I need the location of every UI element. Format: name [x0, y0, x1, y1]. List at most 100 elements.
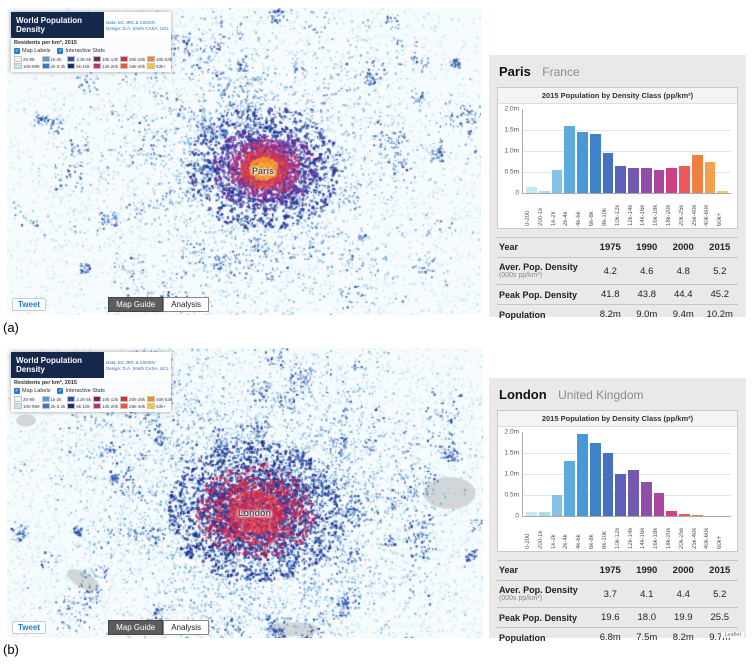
map-guide-tab[interactable]: Map Guide: [108, 297, 164, 312]
table-cell: 25.5: [710, 612, 730, 624]
x-tick-label: 1k-2k: [550, 211, 557, 226]
bar-6k-8k[interactable]: [589, 134, 601, 193]
options-row: ✓ Map Labels ✓ Interactive Stats: [14, 48, 168, 55]
bar-25k-40k[interactable]: [691, 155, 703, 193]
bar-25k-40k[interactable]: [691, 515, 703, 516]
data-credit-link[interactable]: Data: EC JRC & CIESIN: [105, 19, 155, 25]
stats-table: Year 1975 1990 2000 2015 Aver. Pop. Density (0…: [497, 237, 738, 324]
tweet-button[interactable]: Tweet: [12, 621, 47, 634]
x-tick-label: 1k-2k: [550, 534, 557, 549]
legend-item: 5k-10k: [67, 63, 91, 70]
table-cell: 19.6: [601, 612, 620, 624]
bar-4k-6k[interactable]: [577, 434, 588, 516]
figure-label-a: (a): [3, 320, 19, 335]
map-guide-tab[interactable]: Map Guide: [108, 620, 164, 635]
legend-label: 10k-13k: [102, 56, 119, 62]
bar-14k-16k[interactable]: [640, 482, 652, 516]
x-tick-label: 60k+: [717, 212, 724, 226]
table-cell: 4.2: [603, 265, 617, 277]
table-cell: 9.0m: [636, 309, 658, 321]
legend-item: 53k+: [147, 63, 172, 70]
bar-2k-4k[interactable]: [564, 125, 575, 193]
x-tick-label: 200-1k: [537, 530, 544, 549]
legend-label: 13k-20k: [102, 63, 119, 69]
bar-0-200[interactable]: [526, 511, 537, 516]
analysis-tab[interactable]: Analysis: [163, 620, 210, 635]
bar-0-200[interactable]: [526, 186, 537, 193]
legend-item: 100-999: [14, 403, 40, 410]
bar-10k-12k[interactable]: [615, 165, 626, 193]
figure-label-b: (b): [3, 642, 19, 657]
x-tick-label: 14k-16k: [640, 204, 647, 226]
bar-20k-25k[interactable]: [679, 513, 690, 516]
legend-swatch: [120, 63, 129, 70]
legend-swatch: [93, 56, 102, 63]
bar-4k-6k[interactable]: [577, 132, 588, 193]
bar-40k-60k[interactable]: [704, 161, 716, 193]
map-bottom-bar: Tweet Map Guide Analysis: [12, 620, 210, 635]
interactive-stats-checkbox[interactable]: ✓: [57, 48, 64, 55]
bar-12k-14k[interactable]: [628, 469, 639, 516]
x-tick-label: 16k-18k: [653, 527, 660, 549]
legend-label: 2k-3.3k: [50, 403, 66, 409]
table-cell: 1990: [636, 565, 658, 576]
map-viewport-paris[interactable]: World Population Density Data: EC JRC & …: [7, 8, 481, 315]
app-title: World Population Density: [11, 12, 104, 39]
legend-item: 100-999: [14, 63, 40, 70]
bar-10k-12k[interactable]: [615, 474, 626, 516]
map-viewport-london[interactable]: World Population Density Data: EC JRC & …: [7, 348, 483, 638]
x-tick-label: 16k-18k: [653, 204, 660, 226]
legend-swatch: [147, 396, 156, 403]
x-tick-label: 4k-6k: [576, 534, 583, 549]
bar-16k-18k[interactable]: [653, 492, 665, 516]
interactive-stats-checkbox[interactable]: ✓: [57, 388, 64, 395]
table-row: Population 8.2m 9.0m 9.4m 10.2m: [497, 304, 738, 324]
design-credit-link[interactable]: Design: D.A. Smith CASA, UCL: [105, 365, 169, 371]
legend-swatch: [67, 56, 76, 63]
legend-label: 20k-26k: [129, 56, 146, 62]
x-tick-label: 40k-60k: [704, 527, 711, 549]
interactive-stats-label: Interactive Stats: [65, 48, 105, 55]
bar-1k-2k[interactable]: [551, 495, 563, 516]
data-credit-link[interactable]: Data: EC JRC & CIESIN: [105, 359, 155, 365]
bar-200-1k[interactable]: [538, 190, 550, 193]
map-labels-checkbox[interactable]: ✓: [14, 48, 20, 55]
analysis-tab[interactable]: Analysis: [163, 297, 210, 312]
legend-swatch: [41, 403, 50, 410]
bar-18k-20k[interactable]: [666, 510, 677, 516]
legend-swatch: [147, 56, 156, 63]
legend-swatch: [93, 396, 102, 403]
credits-block: Data: EC JRC & CIESIN Design: D.A. Smith…: [103, 12, 171, 39]
bar-8k-10k[interactable]: [602, 453, 614, 516]
map-attribution[interactable]: Leaflet: [721, 632, 744, 638]
legend-label: 5k-10k: [76, 63, 90, 69]
legend-item: 3.3k-5k: [67, 396, 91, 403]
tweet-button[interactable]: Tweet: [12, 298, 47, 311]
design-credit-link[interactable]: Design: D.A. Smith CASA, UCL: [105, 25, 169, 31]
bar-60k+[interactable]: [717, 190, 728, 193]
app-title: World Population Density: [11, 352, 104, 379]
bar-20k-25k[interactable]: [679, 165, 690, 193]
legend-item: 5k-10k: [67, 403, 91, 410]
legend-label: 26k-40k: [129, 63, 146, 69]
city-header: London United Kingdom: [489, 378, 746, 410]
bar-14k-16k[interactable]: [640, 167, 652, 193]
bar-8k-10k[interactable]: [602, 153, 614, 193]
bar-6k-8k[interactable]: [589, 442, 601, 516]
table-row: Aver. Pop. Density (000s pp/km²) 4.2 4.6 4.8…: [497, 257, 738, 284]
legend-item: 40k-53k: [147, 56, 172, 63]
bar-1k-2k[interactable]: [551, 169, 563, 193]
legend-label: 53k+: [156, 403, 166, 409]
legend-label: 1k-2k: [50, 56, 62, 62]
y-tick-label: 1.5m: [504, 126, 519, 134]
y-tick-label: 2.0m: [504, 105, 519, 113]
bar-200-1k[interactable]: [538, 511, 550, 516]
bar-2k-4k[interactable]: [564, 461, 575, 516]
bar-12k-14k[interactable]: [628, 167, 639, 193]
table-cell: 6.8m: [599, 632, 621, 644]
stats-sidebar-london: London United Kingdom 2015 Population by…: [489, 378, 746, 643]
bar-18k-20k[interactable]: [666, 167, 677, 193]
gridline: [523, 495, 731, 496]
map-labels-checkbox[interactable]: ✓: [14, 388, 20, 395]
bar-16k-18k[interactable]: [653, 169, 665, 193]
